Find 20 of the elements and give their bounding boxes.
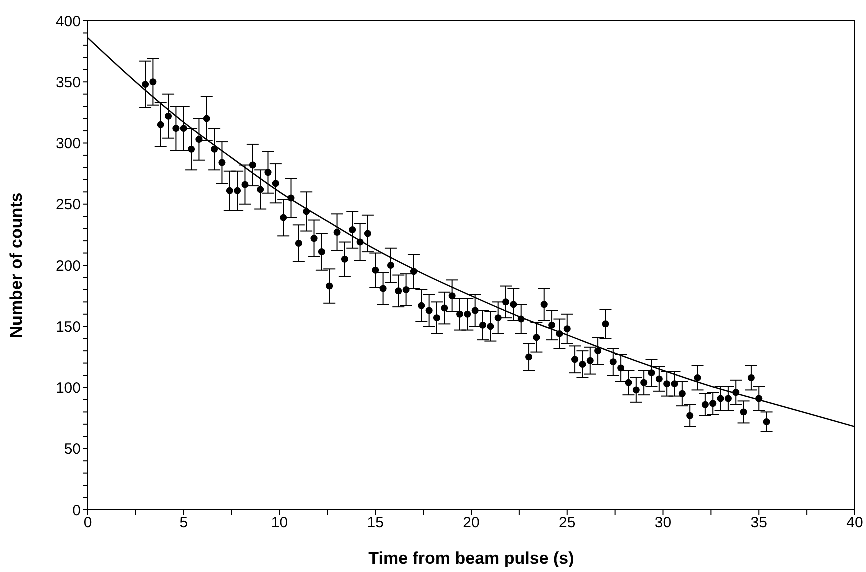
y-tick-label: 150	[56, 318, 81, 336]
x-tick-label: 5	[180, 514, 188, 532]
x-tick-label: 10	[271, 514, 288, 532]
x-tick-label: 35	[750, 514, 768, 532]
y-tick-label: 50	[64, 441, 81, 458]
y-tick-label: 300	[56, 136, 81, 153]
y-tick-label: 350	[56, 74, 81, 92]
x-tick-label: 20	[463, 514, 480, 532]
x-tick-label: 15	[367, 514, 384, 532]
y-tick-label: 100	[56, 380, 81, 398]
y-tick-label: 0	[72, 502, 81, 520]
x-tick-label: 0	[84, 514, 92, 532]
x-tick-label: 25	[559, 514, 576, 532]
x-axis-title: Time from beam pulse (s)	[368, 549, 574, 568]
x-tick-label: 40	[846, 514, 864, 532]
y-tick-label: 400	[56, 13, 81, 30]
y-axis-title: Number of counts	[7, 192, 26, 338]
x-tick-label: 30	[654, 514, 672, 532]
y-tick-label: 200	[56, 258, 81, 275]
y-tick-label: 250	[56, 196, 81, 214]
